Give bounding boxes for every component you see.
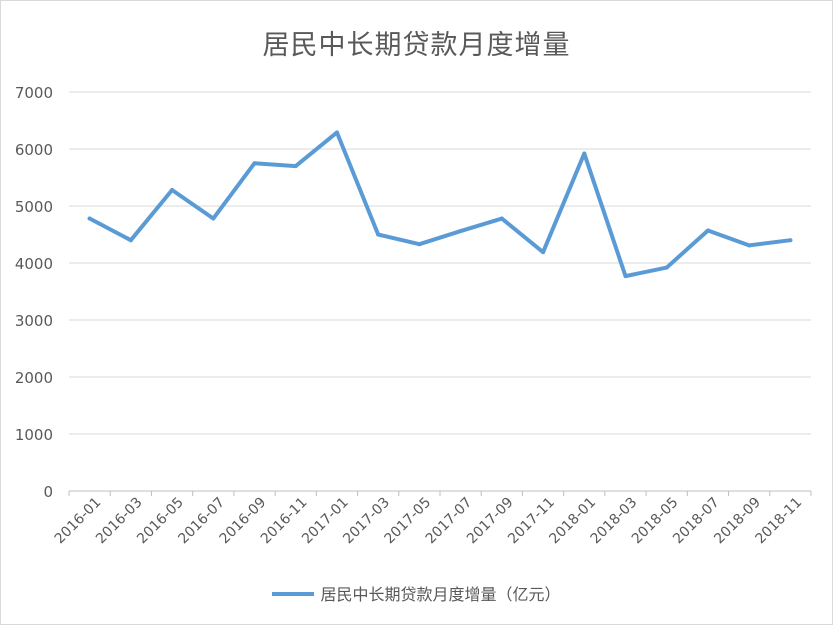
- data-point: [705, 228, 710, 233]
- data-point: [87, 216, 92, 221]
- gridlines: [69, 91, 811, 435]
- data-point: [623, 274, 628, 279]
- data-point: [293, 164, 298, 169]
- series-line: [87, 130, 793, 279]
- legend-swatch: [272, 591, 315, 596]
- y-axis-tick-labels: 0 1000 2000 3000 4000 5000 6000 7000: [15, 84, 53, 501]
- y-tick-label: 1000: [15, 426, 53, 444]
- data-point: [747, 243, 752, 248]
- data-point: [128, 238, 133, 243]
- data-point: [664, 265, 669, 270]
- data-point: [417, 242, 422, 247]
- data-point: [788, 238, 793, 243]
- data-point: [541, 250, 546, 255]
- legend: 居民中长期贷款月度增量（亿元）: [1, 581, 832, 605]
- data-point: [170, 188, 175, 193]
- y-tick-label: 6000: [15, 141, 53, 159]
- data-point: [334, 130, 339, 135]
- data-point: [582, 151, 587, 156]
- data-point: [376, 232, 381, 237]
- data-point: [211, 216, 216, 221]
- y-tick-label: 4000: [15, 255, 53, 273]
- chart-title: 居民中长期贷款月度增量: [262, 30, 571, 61]
- legend-label: 居民中长期贷款月度增量（亿元）: [320, 585, 561, 604]
- x-axis-tick-labels: 2016-012016-032016-052016-072016-092016-…: [52, 495, 805, 548]
- data-point: [499, 216, 504, 221]
- y-tick-label: 3000: [15, 312, 53, 330]
- y-tick-label: 0: [43, 483, 53, 501]
- series-layer: [87, 130, 793, 279]
- data-point: [252, 161, 257, 166]
- x-axis: [68, 490, 812, 496]
- data-point: [458, 229, 463, 234]
- y-tick-label: 2000: [15, 369, 53, 387]
- y-tick-label: 5000: [15, 198, 53, 216]
- y-tick-label: 7000: [15, 84, 53, 102]
